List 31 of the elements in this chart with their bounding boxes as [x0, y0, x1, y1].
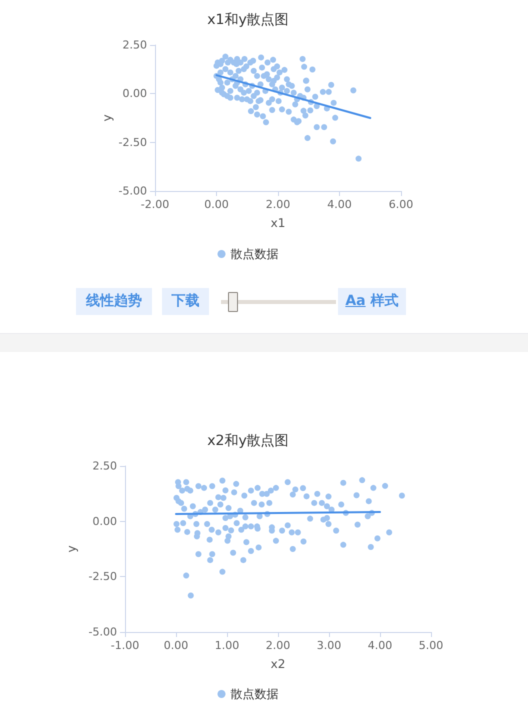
x-tick-label: 0.00 [204, 198, 229, 211]
chart-title: x2和y散点图 [207, 433, 289, 449]
button: Aa 样式 [338, 288, 406, 315]
button: 下载 [162, 288, 209, 315]
x-tick-label: 0.00 [164, 639, 188, 652]
y-tick-label: 0.00 [92, 514, 117, 528]
y-tick-label: -5.00 [88, 626, 117, 638]
y-tick-label: -2.50 [118, 136, 147, 149]
x-tick-label: 2.00 [266, 198, 290, 211]
y-tick-label: 2.50 [122, 38, 147, 52]
x-tick-label: -1.00 [110, 639, 140, 652]
x-tick-label: 5.00 [418, 639, 444, 652]
x-axis-title: x1 [270, 216, 286, 230]
y-axis-title: y [100, 114, 114, 122]
x-axis-title: x2 [270, 657, 286, 671]
legend-label: 散点数据 [230, 687, 278, 701]
button: 线性趋势 [76, 288, 152, 315]
x-tick-label: 6.00 [388, 198, 414, 211]
x-tick-label: 3.00 [316, 639, 342, 652]
x-tick-label: -2.00 [140, 198, 170, 211]
y-tick-label: -2.50 [88, 570, 117, 584]
y-tick-label: 2.50 [92, 460, 117, 472]
y-tick-label: -5.00 [118, 184, 147, 198]
y-axis-title: y [64, 545, 79, 553]
x-tick-label: 1.00 [214, 639, 240, 652]
legend-label: 散点数据 [230, 247, 278, 261]
y-tick-label: 0.00 [122, 87, 147, 100]
x-tick-label: 4.00 [368, 639, 392, 652]
x-tick-label: 4.00 [327, 198, 352, 211]
chart-title: x1和y散点图 [207, 12, 289, 28]
x-tick-label: 2.00 [266, 639, 290, 652]
